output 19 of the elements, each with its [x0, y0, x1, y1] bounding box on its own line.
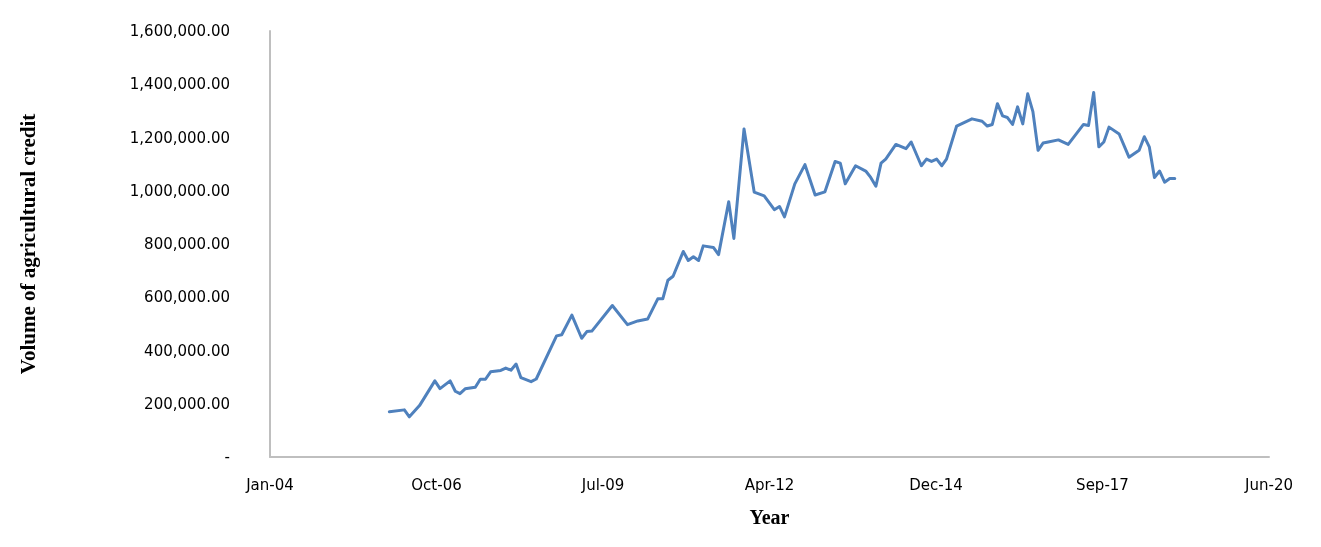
x-axis-title: Year [749, 506, 790, 528]
x-tick-label: Dec-14 [909, 475, 963, 494]
y-tick-label: 600,000.00 [144, 288, 230, 307]
y-tick-label: 400,000.00 [144, 341, 230, 360]
x-tick-label: Apr-12 [744, 475, 795, 494]
y-tick-label: - [224, 448, 230, 466]
y-tick-label: 1,600,000.00 [129, 22, 230, 40]
x-tick-label: Jul-09 [580, 475, 625, 494]
y-tick-label: 800,000.00 [144, 235, 230, 253]
x-tick-label: Sep-17 [1076, 475, 1129, 494]
y-axis-title: Volume of agricultural credit [15, 113, 40, 375]
y-tick-label: 1,000,000.00 [129, 181, 230, 200]
x-tick-label: Oct-06 [411, 475, 462, 494]
x-tick-label: Jun-20 [1244, 475, 1293, 494]
y-tick-label: 1,400,000.00 [129, 75, 230, 94]
y-tick-label: 200,000.00 [144, 394, 230, 413]
y-tick-label: 1,200,000.00 [129, 128, 230, 147]
line-series [387, 91, 1177, 419]
x-tick-label: Jan-04 [245, 475, 294, 494]
